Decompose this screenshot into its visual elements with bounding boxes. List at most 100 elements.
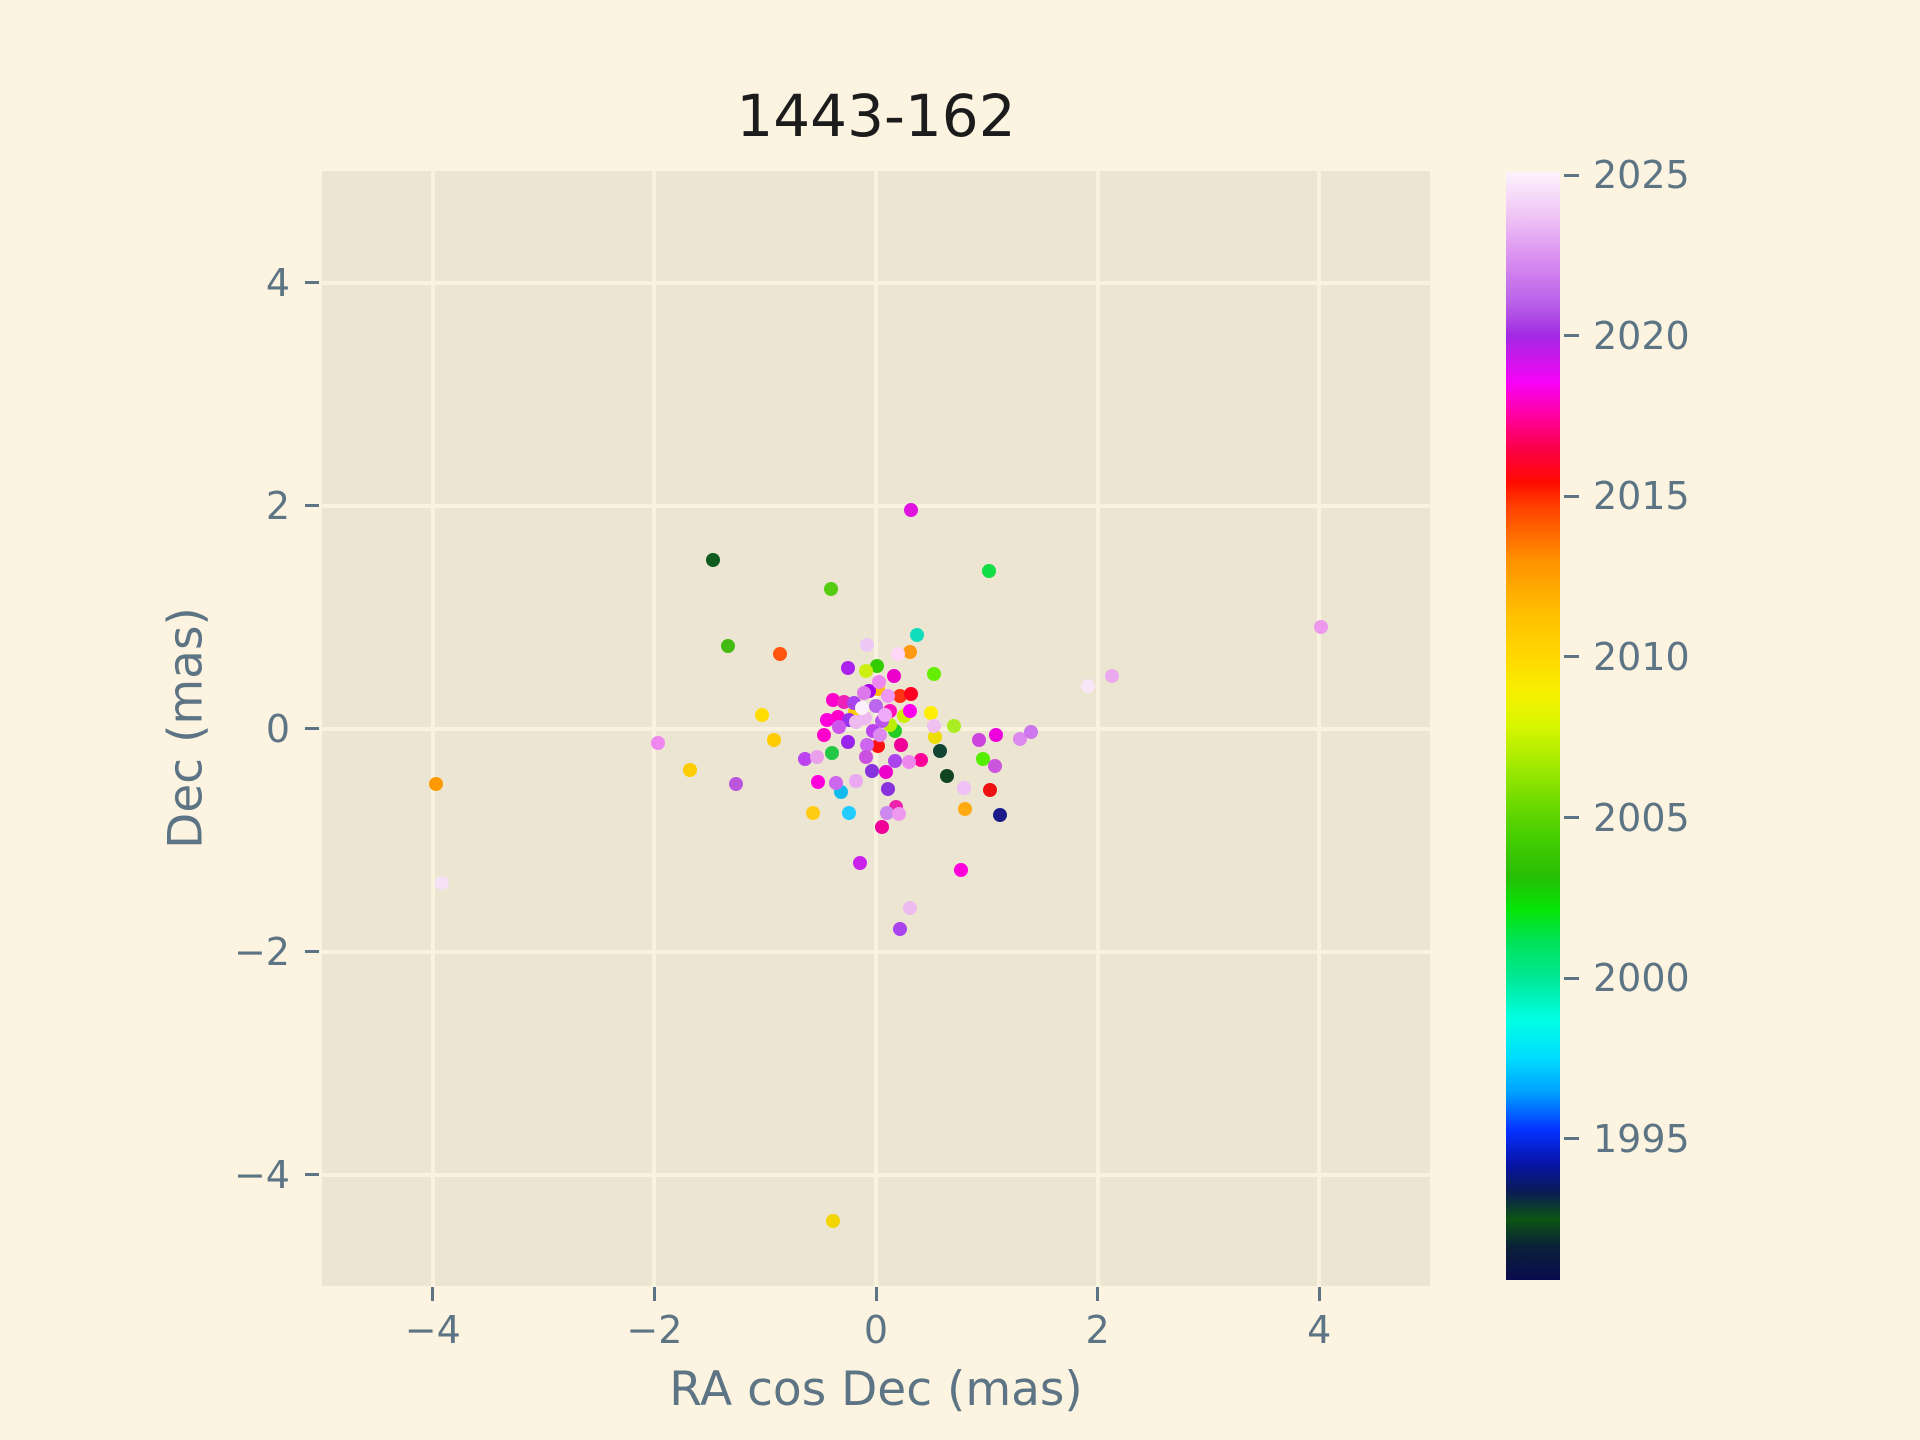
scatter-point	[1013, 731, 1028, 746]
scatter-point	[902, 754, 917, 769]
scatter-point	[982, 564, 997, 579]
scatter-point	[682, 762, 697, 777]
y-gridline	[322, 503, 1430, 508]
scatter-point	[926, 666, 941, 681]
y-tick-mark	[305, 950, 319, 953]
scatter-point	[954, 863, 969, 878]
y-gridline	[322, 1172, 1430, 1177]
x-tick-mark	[874, 1287, 878, 1301]
x-tick-label: 2	[1085, 1308, 1110, 1352]
y-gridline	[322, 949, 1430, 954]
scatter-point	[987, 759, 1002, 774]
scatter-point	[873, 728, 888, 743]
colorbar-tick-label: 2015	[1593, 474, 1690, 519]
colorbar-tick-label: 2010	[1593, 634, 1690, 679]
x-tick-label: −2	[626, 1308, 683, 1352]
scatter-point	[854, 701, 869, 716]
scatter-point	[946, 719, 961, 734]
plot-area	[322, 171, 1430, 1286]
scatter-point	[810, 750, 825, 765]
x-tick-mark	[1317, 1287, 1321, 1301]
scatter-point	[1024, 724, 1039, 739]
scatter-point	[864, 763, 879, 778]
scatter-point	[823, 582, 838, 597]
y-tick-mark	[305, 281, 319, 284]
scatter-point	[706, 553, 721, 568]
y-tick-label: −2	[233, 929, 290, 974]
scatter-point	[904, 686, 919, 701]
scatter-point	[956, 780, 971, 795]
scatter-point	[976, 751, 991, 766]
scatter-point	[880, 806, 895, 821]
x-tick-label: 4	[1307, 1308, 1332, 1352]
scatter-point	[904, 502, 919, 517]
x-tick-label: −4	[404, 1308, 461, 1352]
colorbar-tick-label: 2020	[1593, 313, 1690, 358]
scatter-point	[434, 876, 449, 891]
x-tick-mark	[1096, 1287, 1100, 1301]
scatter-point	[891, 646, 906, 661]
scatter-point	[933, 743, 948, 758]
scatter-point	[798, 751, 813, 766]
scatter-point	[754, 708, 769, 723]
scatter-point	[816, 728, 831, 743]
scatter-point	[811, 775, 826, 790]
scatter-point	[903, 644, 918, 659]
scatter-point	[894, 738, 909, 753]
scatter-point	[859, 750, 874, 765]
scatter-point	[957, 801, 972, 816]
scatter-point	[429, 777, 444, 792]
scatter-point	[849, 714, 864, 729]
colorbar-tick-mark	[1564, 494, 1579, 498]
scatter-point	[841, 734, 856, 749]
colorbar-tick-mark	[1564, 334, 1579, 338]
scatter-point	[903, 703, 918, 718]
scatter-point	[893, 689, 908, 704]
scatter-point	[988, 728, 1003, 743]
scatter-point	[886, 669, 901, 684]
scatter-point	[842, 806, 857, 821]
scatter-point	[772, 646, 787, 661]
x-tick-label: 0	[863, 1308, 889, 1352]
y-tick-label: 0	[265, 706, 290, 751]
scatter-point	[881, 781, 896, 796]
scatter-point	[825, 1214, 840, 1229]
colorbar-gradient	[1506, 172, 1560, 1280]
scatter-point	[820, 712, 835, 727]
scatter-point	[767, 732, 782, 747]
scatter-point	[878, 764, 893, 779]
chart-title: 1443-162	[736, 82, 1016, 150]
scatter-point	[1080, 679, 1095, 694]
scatter-point	[983, 782, 998, 797]
scatter-point	[832, 720, 847, 735]
scatter-point	[903, 901, 918, 915]
scatter-point	[720, 638, 735, 653]
scatter-point	[993, 808, 1008, 823]
scatter-point	[874, 819, 889, 834]
colorbar-tick-mark	[1564, 655, 1579, 659]
scatter-point	[729, 777, 744, 792]
scatter-point	[914, 752, 929, 767]
y-tick-mark	[305, 504, 319, 507]
scatter-point	[805, 806, 820, 821]
x-tick-mark	[652, 1287, 656, 1301]
y-tick-label: 2	[265, 483, 290, 528]
scatter-point	[926, 719, 941, 734]
scatter-point	[881, 689, 896, 704]
colorbar-tick-mark	[1564, 173, 1579, 177]
scatter-point	[893, 922, 908, 937]
scatter-point	[1105, 669, 1119, 684]
x-tick-mark	[431, 1287, 435, 1301]
colorbar-tick-label: 2025	[1593, 153, 1690, 198]
colorbar-tick-label: 2005	[1593, 795, 1690, 840]
scatter-point	[650, 735, 665, 750]
colorbar-tick-mark	[1564, 816, 1579, 820]
scatter-point	[849, 773, 864, 788]
colorbar-tick-label: 2000	[1593, 956, 1690, 1001]
y-tick-label: 4	[265, 260, 290, 305]
scatter-point	[909, 627, 924, 642]
scatter-point	[887, 753, 902, 768]
x-axis-label: RA cos Dec (mas)	[669, 1362, 1083, 1417]
scatter-point	[829, 776, 844, 791]
y-tick-mark	[305, 1173, 319, 1176]
